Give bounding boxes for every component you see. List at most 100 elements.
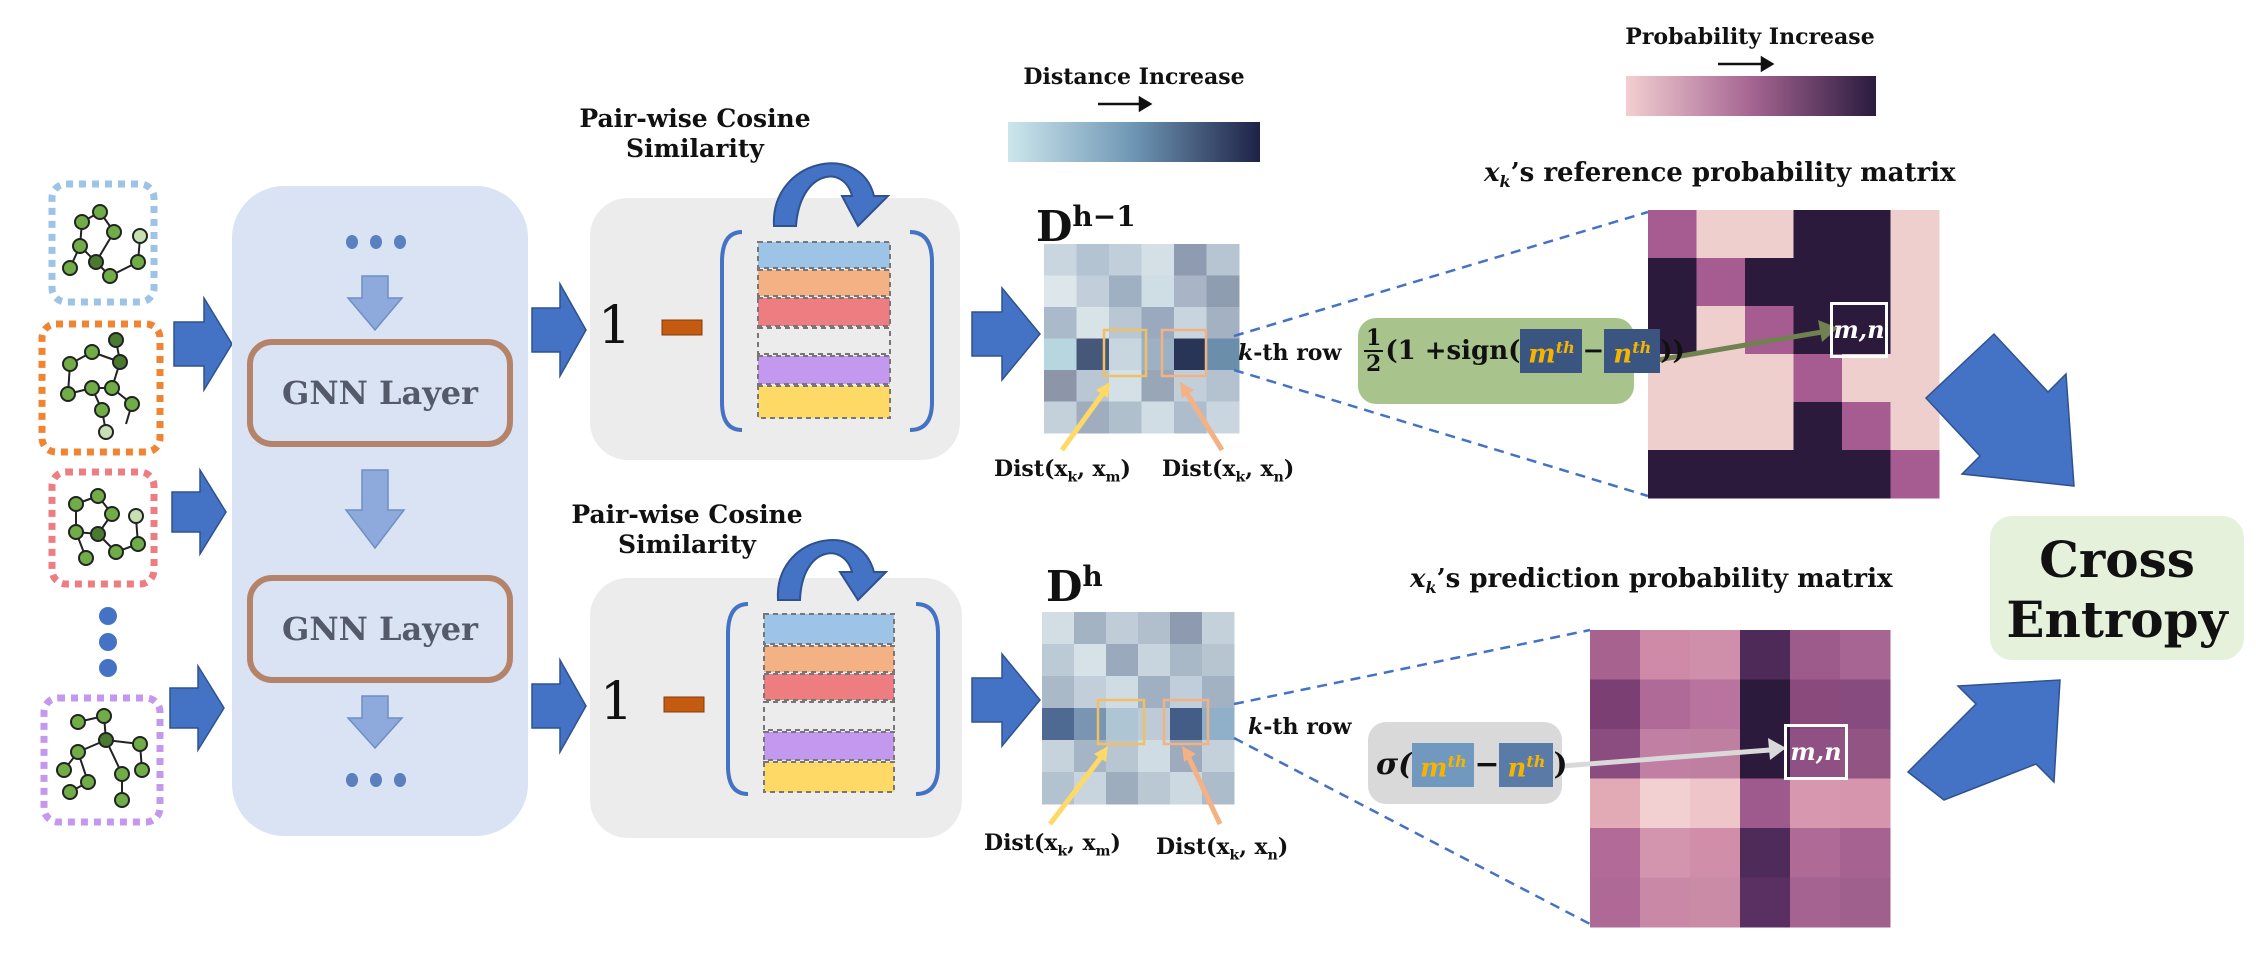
- pred-cell: [1640, 828, 1691, 878]
- dist-m-bottom-a: Dist(x: [984, 830, 1058, 856]
- ref-n-sup: th: [1632, 337, 1652, 357]
- pred-cell: [1740, 679, 1791, 730]
- d-top-cell: [1044, 244, 1077, 276]
- similarity-label-bottom-line1: Pair-wise Cosine: [571, 500, 803, 529]
- pred-to-loss-arrow: [1906, 679, 2061, 801]
- ref-cell: [1745, 450, 1794, 499]
- dist-m-top-a: Dist(x: [994, 456, 1068, 482]
- ref-cell: [1745, 402, 1794, 451]
- ref-cell: [1648, 258, 1697, 307]
- d-highlights-bottom: [1096, 698, 1210, 746]
- pred-cell: [1840, 679, 1891, 730]
- formula-to-cell-arrow-top: [1633, 320, 1838, 367]
- d-top-cell: [1109, 338, 1142, 371]
- pred-cell: [1690, 778, 1741, 829]
- embedding-stripes-bottom: [763, 613, 895, 793]
- dist-pointers-top: [1059, 382, 1225, 452]
- d-bottom-cell: [1138, 612, 1171, 645]
- d-top-cell: [1141, 401, 1175, 434]
- graph-outline-3: [48, 468, 158, 588]
- d-bottom-sup: h: [1082, 560, 1103, 593]
- pred-cell: [1790, 679, 1841, 730]
- ref-cell: [1793, 402, 1843, 451]
- pred-cell: [1640, 778, 1691, 829]
- prediction-formula: σ(mth − nth): [1376, 742, 1568, 788]
- prediction-matrix-title: xk’s prediction probability matrix: [1410, 564, 1893, 597]
- pred-m: m: [1420, 753, 1448, 784]
- pred-cell: [1740, 877, 1791, 928]
- reference-m-token: mth: [1520, 328, 1583, 374]
- distance-matrix-top: [1044, 244, 1240, 434]
- dist-m-top-end: ): [1120, 456, 1131, 482]
- pred-cell: [1690, 679, 1741, 730]
- dist-n-bottom: Dist(xk, xn): [1156, 834, 1288, 863]
- dist-n-top-sub: k: [1235, 469, 1246, 486]
- ref-n: n: [1613, 339, 1633, 370]
- prediction-mn-cell: m,n: [1784, 724, 1848, 780]
- dist-n-bottom-mid: , x: [1239, 834, 1268, 860]
- kth-row-bottom: k-th row: [1248, 714, 1351, 740]
- distance-colorbar-label: Distance Increase: [1023, 64, 1245, 90]
- minus-sign-bottom: [663, 696, 705, 713]
- pred-cell: [1640, 679, 1691, 730]
- gnn-layer-1-box: [247, 339, 513, 447]
- d-top-cell: [1174, 338, 1207, 371]
- d-top-cell: [1109, 307, 1142, 339]
- graph-1: [62, 204, 148, 284]
- ref-cell: [1842, 306, 1891, 355]
- pred-title-var: x: [1410, 564, 1426, 594]
- probability-colorbar-label: Probability Increase: [1625, 24, 1875, 50]
- ref-cell: [1842, 210, 1891, 259]
- dist-m-bottom-sub2: m: [1095, 843, 1111, 860]
- pred-cell: [1790, 778, 1841, 829]
- d-matrix-bottom-title: Dh: [1046, 560, 1103, 611]
- ref-cell: [1793, 258, 1843, 307]
- cross-entropy-line1: Cross: [2039, 530, 2195, 589]
- cross-entropy-line2: Entropy: [2006, 590, 2228, 649]
- dist-n-top-sub2: n: [1273, 469, 1284, 486]
- kth-row-top-k: k: [1238, 340, 1254, 366]
- d-bottom-cell: [1106, 612, 1139, 645]
- reference-formula-close: )): [1660, 336, 1685, 366]
- d-bottom-cell: [1106, 708, 1139, 741]
- probability-colorbar: [1626, 76, 1876, 116]
- d-bottom-cell: [1042, 644, 1075, 677]
- ref-cell: [1890, 450, 1940, 499]
- curved-arrow-bottom: [776, 539, 889, 602]
- prediction-formula-minus: −: [1474, 747, 1500, 782]
- d-bottom-cell: [1074, 612, 1107, 645]
- d-bottom-cell: [1106, 740, 1139, 773]
- gnn-bottom-ellipsis: [346, 773, 406, 787]
- d-bottom-cell: [1138, 740, 1171, 773]
- pred-cell: [1590, 729, 1641, 779]
- dist-n-bottom-sub: k: [1229, 847, 1240, 864]
- d-top-cell: [1141, 244, 1175, 276]
- d-bottom-cell: [1202, 612, 1235, 645]
- d-top-cell: [1044, 401, 1077, 434]
- d-matrix-top-title: Dh−1: [1036, 200, 1136, 251]
- d-bottom-cell: [1106, 676, 1139, 709]
- ref-cell: [1696, 450, 1746, 499]
- pred-cell: [1640, 729, 1691, 779]
- one-top: 1: [598, 296, 632, 356]
- dashed-lines: [1233, 210, 1649, 926]
- pred-cell: [1590, 877, 1641, 928]
- ref-cell: [1696, 258, 1746, 307]
- ref-cell: [1648, 402, 1697, 451]
- cross-entropy-box: [1990, 516, 2244, 660]
- dist-m-bottom-sub: k: [1057, 843, 1068, 860]
- d-bottom-cell: [1042, 740, 1075, 773]
- pred-cell: [1740, 778, 1791, 829]
- minus-sign-top: [661, 319, 703, 336]
- dist-n-top-a: Dist(x: [1162, 456, 1236, 482]
- ref-cell: [1890, 306, 1940, 355]
- prediction-formula-sigma: σ(: [1376, 747, 1413, 782]
- sim-to-d-arrow-bottom: [971, 651, 1041, 749]
- d-top-base: D: [1036, 202, 1073, 251]
- curved-arrow-top: [772, 162, 891, 228]
- d-bottom-cell: [1074, 644, 1107, 677]
- gnn-to-sim-arrow-top: [531, 281, 587, 379]
- ref-cell: [1696, 402, 1746, 451]
- pred-cell: [1690, 828, 1741, 878]
